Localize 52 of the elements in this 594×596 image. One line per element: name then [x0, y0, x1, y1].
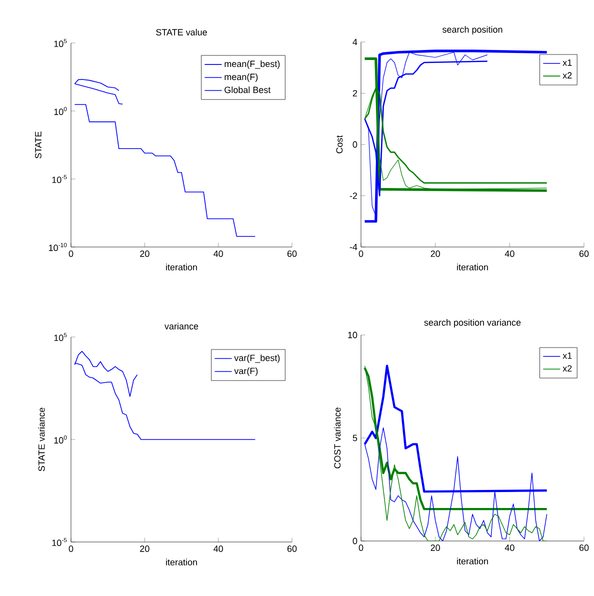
y-tick-label: 4 — [352, 38, 358, 46]
x-tick-label: 0 — [358, 250, 364, 257]
y-tick-label: -4 — [350, 244, 358, 250]
legend-label: var(F_best) — [234, 354, 280, 363]
x-tick-label: 20 — [140, 546, 150, 552]
x-tick-label: 40 — [214, 250, 223, 257]
y-tick-label: 0 — [352, 538, 358, 544]
x-tick-label: 60 — [579, 544, 589, 551]
y-tick-label: 2 — [352, 90, 358, 96]
x-axis-title: iteration — [166, 264, 197, 270]
x-tick-label: 20 — [140, 250, 150, 257]
legend-label: mean(F) — [224, 73, 258, 82]
x-tick-label: 60 — [287, 250, 297, 257]
x-tick-label: 20 — [430, 544, 440, 551]
y-tick-label: 10$^{-10}$ — [48, 242, 67, 252]
y-axis-title: STATE — [35, 132, 42, 158]
x-tick-label: 0 — [68, 250, 74, 257]
y-tick-label: 10$^{5}$ — [54, 38, 67, 48]
chart-title: variance — [164, 322, 198, 330]
y-tick-label: 10$^{-5}$ — [52, 538, 67, 546]
legend-label: Global Best — [224, 86, 271, 94]
x-tick-label: 20 — [430, 250, 440, 257]
legend-label: x2 — [562, 365, 572, 372]
y-tick-label: 10$^{0}$ — [54, 435, 67, 444]
chart-title: search position — [442, 26, 502, 34]
legend-label: x1 — [562, 352, 572, 359]
y-tick-label: 10$^{5}$ — [54, 332, 67, 342]
chart-title: STATE value — [156, 28, 207, 36]
x-axis-title: iteration — [166, 558, 197, 566]
y-axis-title: Cost — [336, 135, 343, 154]
y-tick-label: 10$^{0}$ — [54, 106, 67, 116]
y-tick-label: 0 — [352, 141, 358, 148]
y-tick-label: 5 — [352, 434, 358, 442]
y-axis-title: COST variance — [334, 408, 341, 468]
legend-label: var(F) — [234, 368, 258, 376]
x-tick-label: 0 — [358, 544, 364, 551]
x-tick-label: 40 — [504, 250, 514, 257]
chart-title: search position variance — [424, 319, 521, 328]
legend-label: x1 — [562, 59, 572, 66]
y-tick-label: -2 — [350, 192, 358, 199]
x-tick-label: 40 — [504, 544, 514, 551]
x-axis-title: iteration — [457, 264, 488, 270]
y-axis-title: STATE variance — [38, 408, 45, 472]
x-axis-title: iteration — [457, 558, 488, 564]
x-tick-label: 40 — [214, 546, 223, 552]
x-tick-label: 60 — [287, 546, 297, 552]
x-tick-label: 0 — [68, 546, 74, 552]
legend-label: mean(F_best) — [224, 60, 280, 69]
legend-label: x2 — [562, 72, 572, 78]
y-tick-label: 10$^{-5}$ — [52, 174, 67, 184]
y-tick-label: 10 — [348, 332, 358, 338]
x-tick-label: 60 — [579, 250, 589, 257]
